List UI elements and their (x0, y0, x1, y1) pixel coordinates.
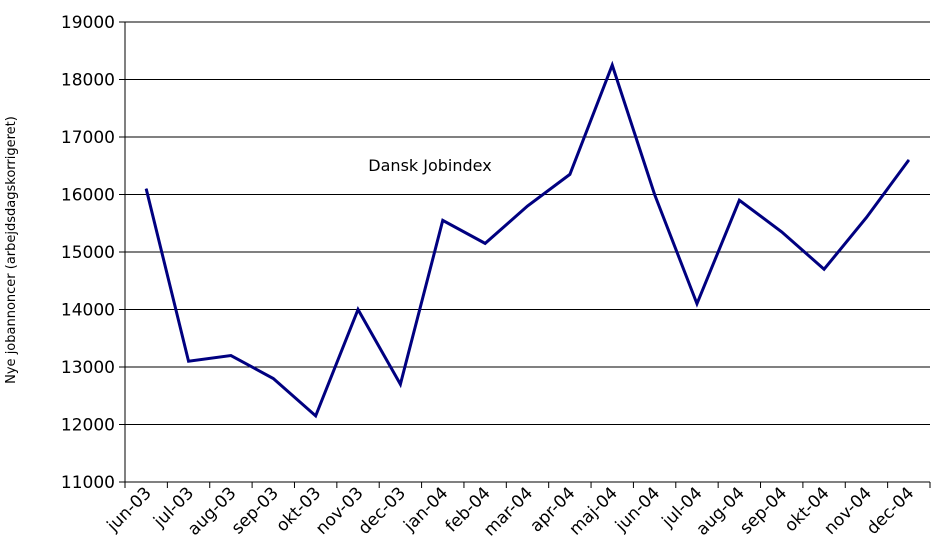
data-point-dec-03 (399, 383, 401, 385)
axes (119, 21, 931, 488)
x-tick-label-sep-03: sep-03 (228, 483, 283, 538)
data-point-aug-03 (230, 355, 232, 356)
x-tick-label-aug-04: aug-04 (692, 483, 748, 539)
y-tick-label-19000: 19000 (61, 13, 115, 33)
data-point-jun-03 (145, 188, 147, 190)
x-tick-label-dec-03: dec-03 (355, 483, 410, 538)
series-annotation: Dansk Jobindex (368, 156, 491, 175)
data-point-aug-04 (738, 199, 740, 201)
data-point-jul-03 (188, 360, 190, 362)
data-point-nov-03 (357, 309, 359, 310)
data-point-mar-04 (527, 205, 528, 207)
series-line-0 (144, 60, 911, 419)
y-tick-label-16000: 16000 (61, 186, 115, 206)
data-point-jun-04 (654, 194, 656, 195)
y-tick-label-14000: 14000 (61, 301, 115, 321)
x-tick-label-aug-03: aug-03 (184, 483, 240, 539)
y-tick-label-17000: 17000 (61, 128, 115, 148)
x-tick-label-sep-04: sep-04 (736, 483, 791, 538)
data-point-okt-04 (823, 268, 825, 270)
data-point-feb-04 (484, 242, 486, 244)
data-point-maj-04 (611, 64, 613, 66)
y-tick-label-18000: 18000 (61, 71, 115, 91)
data-point-dec-04 (908, 159, 910, 161)
data-point-okt-03 (315, 415, 317, 417)
y-tick-label-13000: 13000 (61, 358, 115, 378)
data-point-jan-04 (442, 219, 444, 221)
x-tick-label-dec-04: dec-04 (863, 483, 918, 538)
y-tick-label-12000: 12000 (61, 416, 115, 436)
x-tick-label-maj-04: maj-04 (566, 483, 622, 539)
gridlines (125, 21, 930, 425)
y-tick-label-15000: 15000 (61, 243, 115, 263)
data-point-nov-04 (865, 217, 867, 218)
data-point-sep-04 (781, 231, 783, 233)
y-tick-label-11000: 11000 (61, 473, 115, 493)
x-tick-label-jun-04: jun-04 (611, 483, 664, 536)
y-axis-title: Nye jobannoncer (arbejdsdagskorrigeret) (4, 116, 19, 384)
x-tick-label-jan-04: jan-04 (399, 483, 452, 536)
data-point-sep-03 (272, 378, 274, 379)
data-point-jul-04 (696, 303, 698, 305)
y-tick-labels: 11000 12000 13000 14000 15000 16000 17000 18000… (61, 13, 115, 493)
x-tick-labels: jun-03jul-03aug-03sep-03okt-03nov-03dec-… (103, 483, 919, 540)
data-point-apr-04 (569, 173, 571, 175)
series-lines (144, 60, 911, 419)
